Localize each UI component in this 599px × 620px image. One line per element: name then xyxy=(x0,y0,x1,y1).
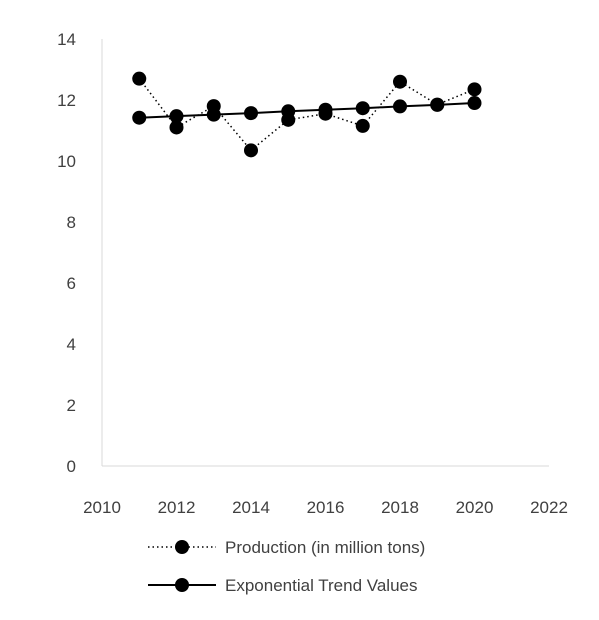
y-tick-label-8: 8 xyxy=(67,213,76,232)
y-tick-label-14: 14 xyxy=(57,30,76,49)
series-0-point-2020 xyxy=(467,82,482,97)
series-1-point-2012 xyxy=(169,109,184,124)
legend-label-production: Production (in million tons) xyxy=(225,538,425,557)
x-tick-label-2014: 2014 xyxy=(232,498,270,517)
y-tick-label-10: 10 xyxy=(57,152,76,171)
y-tick-label-2: 2 xyxy=(67,396,76,415)
series-1-point-2015 xyxy=(281,104,296,119)
series-line-0 xyxy=(138,78,475,152)
series-0-point-2012 xyxy=(169,120,184,135)
series-1-point-2013 xyxy=(206,107,221,122)
legend-item-production: Production (in million tons) xyxy=(148,538,425,557)
series-1-point-2020 xyxy=(467,96,482,111)
y-tick-label-4: 4 xyxy=(67,335,76,354)
legend: Production (in million tons) Exponential… xyxy=(148,538,425,595)
y-axis-ticks: 0 2 4 6 8 10 12 14 xyxy=(57,30,76,476)
x-tick-label-2018: 2018 xyxy=(381,498,419,517)
series-layer xyxy=(132,71,482,158)
legend-marker-trend xyxy=(175,578,189,592)
x-tick-label-2012: 2012 xyxy=(158,498,196,517)
series-1-point-2014 xyxy=(244,106,258,121)
series-1-point-2011 xyxy=(132,110,147,125)
series-0-point-2018 xyxy=(393,74,407,89)
x-tick-label-2010: 2010 xyxy=(83,498,121,517)
x-tick-label-2022: 2022 xyxy=(530,498,568,517)
legend-item-trend: Exponential Trend Values xyxy=(148,576,417,595)
series-1-point-2016 xyxy=(318,102,333,117)
series-line-1 xyxy=(139,102,475,119)
series-1-point-2018 xyxy=(393,99,407,114)
x-axis-ticks: 2010 2012 2014 2016 2018 2020 2022 xyxy=(83,498,568,517)
series-1-point-2017 xyxy=(355,101,370,116)
series-1-point-2019 xyxy=(430,97,445,112)
series-0-point-2014 xyxy=(244,143,258,158)
y-tick-label-12: 12 xyxy=(57,91,76,110)
x-tick-label-2016: 2016 xyxy=(307,498,345,517)
legend-label-trend: Exponential Trend Values xyxy=(225,576,417,595)
y-tick-label-0: 0 xyxy=(67,457,76,476)
series-0-point-2011 xyxy=(132,71,147,86)
series-0-point-2017 xyxy=(355,118,370,133)
y-tick-label-6: 6 xyxy=(67,274,76,293)
x-tick-label-2020: 2020 xyxy=(456,498,494,517)
legend-marker-production xyxy=(175,540,189,554)
